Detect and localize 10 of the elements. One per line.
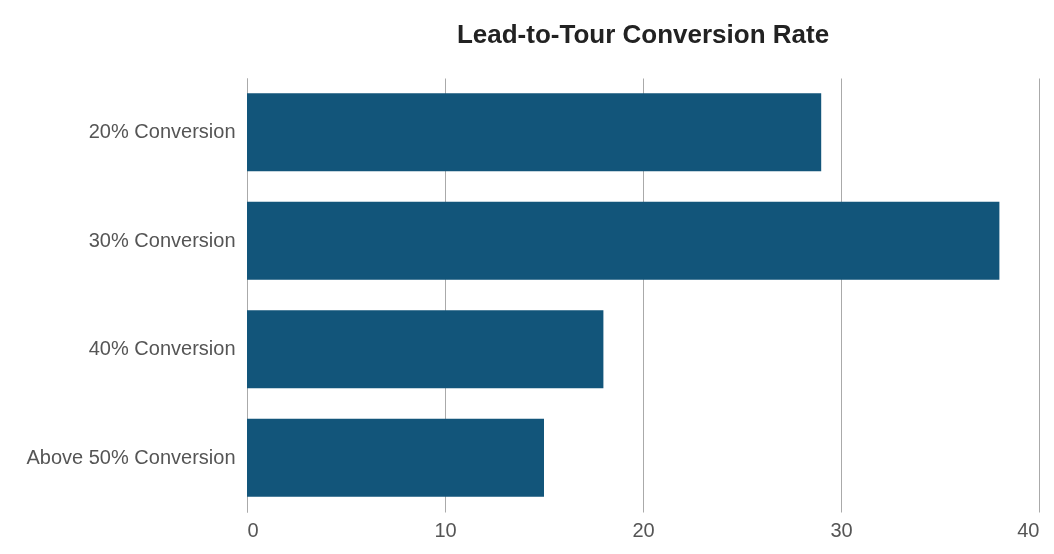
x-tick-label: 20 [632, 518, 655, 541]
y-tick-label: 30% Conversion [88, 228, 236, 251]
x-tick-label: 30 [830, 518, 853, 541]
y-tick-label: 20% Conversion [88, 120, 236, 143]
x-tick-label: 0 [247, 518, 259, 541]
y-tick-label: Above 50% Conversion [26, 445, 236, 468]
x-tick-label: 40 [1017, 518, 1040, 541]
y-tick-label: 40% Conversion [88, 337, 236, 360]
x-tick-label: 10 [434, 518, 457, 541]
chart-title: Lead-to-Tour Conversion Rate [456, 19, 830, 49]
